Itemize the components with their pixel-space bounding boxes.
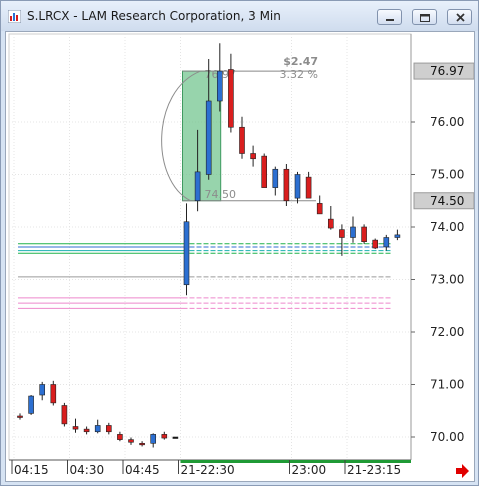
candle-body: [28, 395, 34, 414]
time-tick-label: 04:45: [125, 463, 160, 477]
price-tags: 76.97 74.50: [413, 62, 474, 210]
measure-percent-label: 3.32 %: [280, 68, 318, 81]
candle-body: [383, 237, 390, 248]
price-tick-label: 74.00: [430, 220, 464, 234]
measure-arc: [161, 70, 201, 202]
chart-frame: $2.47 3.32 % 76.97 74.50 76.00 75.00 74.00…: [5, 31, 475, 482]
scroll-right-button[interactable]: [456, 464, 469, 478]
price-tick-label: 70.00: [430, 430, 464, 444]
window-title: S.LRCX - LAM Research Corporation, 3 Min: [27, 9, 281, 23]
price-tag-box: [413, 62, 474, 80]
restore-button[interactable]: [412, 9, 437, 25]
candle-body: [50, 384, 57, 404]
candle-body: [172, 436, 179, 439]
candle-body: [361, 226, 367, 242]
restore-icon: [420, 14, 430, 22]
candle-body: [228, 69, 234, 128]
candle-body: [117, 434, 123, 440]
candle-body: [205, 100, 212, 175]
candles: [17, 43, 401, 448]
candle-body: [350, 226, 356, 238]
candle-body: [283, 168, 290, 202]
session-bar: [180, 460, 411, 463]
candle-body: [261, 155, 267, 188]
candle-body: [372, 239, 379, 249]
candle-body: [139, 442, 145, 446]
candle-body: [194, 171, 201, 202]
price-tick-label: 72.00: [430, 325, 464, 339]
price-axis: 76.00 75.00 74.00 73.00 72.00 71.00 70.00: [410, 34, 464, 460]
minimize-button[interactable]: [377, 9, 402, 25]
candle-body: [250, 153, 256, 160]
candle-body: [294, 174, 301, 199]
close-icon: [456, 13, 465, 22]
price-tick-label: 75.00: [430, 168, 464, 182]
chart-app-icon: [8, 10, 21, 23]
candle-body: [183, 221, 190, 286]
candle-body: [150, 434, 156, 444]
measure-tool[interactable]: $2.47 3.32 % 76.97 74.50: [161, 55, 318, 202]
time-axis: 04:15 04:30 04:45 21-22:30 23:00 21-23:15: [6, 459, 474, 481]
measure-low-label: 74.50: [205, 188, 237, 201]
price-tag-label: 76.97: [430, 64, 464, 78]
price-tick-label: 73.00: [430, 273, 464, 287]
arrow-right-icon[interactable]: [456, 464, 469, 478]
candle-body: [39, 384, 46, 396]
candle-body: [339, 229, 345, 238]
measure-change-label: $2.47: [283, 55, 318, 68]
time-tick-label: 23:00: [292, 463, 327, 477]
candle-body: [128, 439, 134, 443]
level-lines: [18, 243, 391, 309]
measure-box: [182, 70, 222, 202]
candle-body: [94, 425, 101, 433]
candlestick-chart[interactable]: $2.47 3.32 % 76.97 74.50 76.00 75.00 74.00…: [6, 32, 474, 481]
price-tick-label: 71.00: [430, 378, 464, 392]
candle-body: [272, 168, 279, 188]
candle-body: [316, 203, 323, 215]
candle-body: [17, 415, 23, 418]
candle-body: [161, 434, 168, 439]
time-tick-label: 21-23:15: [347, 463, 401, 477]
price-tag-box: [413, 192, 474, 210]
candle-body: [106, 425, 112, 433]
candle-body: [305, 176, 312, 199]
time-tick-label: 04:30: [70, 463, 105, 477]
price-tick-label: 76.00: [430, 115, 464, 129]
candle-body: [394, 234, 401, 238]
time-tick-label: 04:15: [14, 463, 49, 477]
candle-body: [61, 405, 68, 425]
time-tick-label: 21-22:30: [181, 463, 235, 477]
title-bar[interactable]: S.LRCX - LAM Research Corporation, 3 Min: [1, 1, 478, 31]
candle-body: [83, 428, 90, 433]
minimize-icon: [386, 19, 394, 21]
candle-body: [217, 70, 223, 102]
candle-body: [72, 426, 79, 430]
close-button[interactable]: [447, 9, 472, 25]
candle-body: [239, 126, 245, 154]
candle-body: [327, 218, 334, 229]
price-tag-label: 74.50: [430, 194, 464, 208]
